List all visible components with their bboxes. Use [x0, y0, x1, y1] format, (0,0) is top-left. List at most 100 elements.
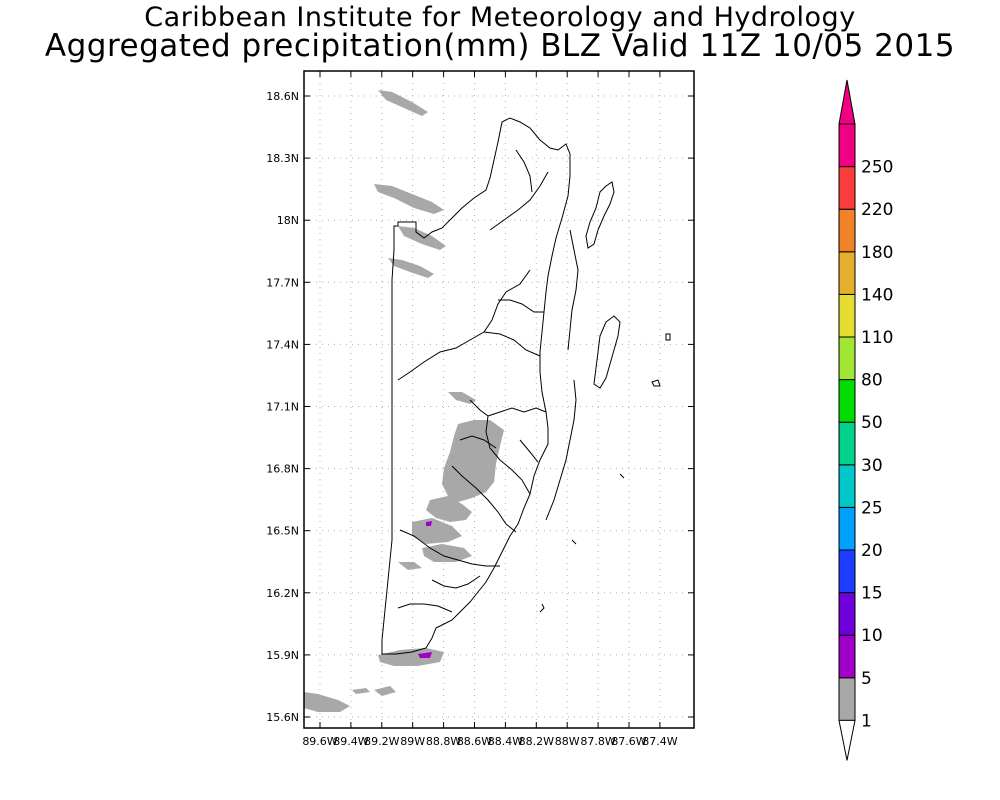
- precip-area: [378, 90, 428, 116]
- latitude-tick-labels: 18.6N 18.3N 18N 17.7N 17.4N 17.1N 16.8N 16.5N 16…: [266, 90, 694, 724]
- precip-area: [352, 688, 370, 694]
- colorbar-segment: [838, 251, 856, 295]
- colorbar-segment: [838, 634, 856, 679]
- colorbar-segment: [838, 464, 856, 508]
- district-line: [487, 407, 547, 417]
- district-line: [431, 575, 481, 589]
- precip-area: [422, 544, 472, 562]
- precip-area-5-10: [426, 521, 432, 526]
- lon-tick-label: 88.8W: [426, 735, 461, 748]
- title-product: Aggregated precipitation(mm) BLZ Valid 1…: [44, 28, 956, 64]
- precip-area: [304, 692, 350, 712]
- caye-chain: [545, 379, 577, 521]
- lon-tick-label: 88.2W: [519, 735, 554, 748]
- map-frame: [303, 70, 695, 729]
- lat-tick-label: 16.5N: [266, 525, 299, 538]
- lat-tick-label: 15.6N: [266, 711, 299, 724]
- belize-border: [381, 117, 571, 655]
- colorbar-label: 10: [861, 626, 883, 646]
- colorbar-segment: [838, 336, 856, 381]
- colorbar-label: 220: [861, 200, 893, 220]
- precip-area: [398, 226, 446, 250]
- precip-area: [398, 562, 422, 570]
- lat-tick-label: 18N: [277, 214, 299, 227]
- lon-tick-label: 88.6W: [457, 735, 492, 748]
- small-caye: [619, 473, 625, 479]
- lon-tick-label: 88W: [555, 735, 580, 748]
- precipitation-areas: [304, 90, 504, 712]
- lat-tick-label: 16.2N: [266, 587, 299, 600]
- colorbar-label: 50: [861, 413, 883, 433]
- precip-area: [426, 496, 472, 522]
- district-line: [498, 299, 544, 313]
- lon-tick-label: 87.6W: [611, 735, 646, 748]
- lat-tick-label: 18.3N: [266, 152, 299, 165]
- small-caye: [539, 603, 545, 613]
- colorbar-segment: [838, 677, 856, 721]
- district-line: [399, 529, 500, 567]
- lon-tick-label: 88.4W: [488, 735, 523, 748]
- small-caye: [571, 539, 577, 545]
- colorbar-label: 15: [861, 584, 883, 604]
- lighthouse-reef: [651, 379, 661, 387]
- ambergris-caye: [585, 181, 615, 249]
- lat-tick-label: 18.6N: [266, 90, 299, 103]
- colorbar-segment: [838, 592, 856, 636]
- colorbar-segment: [838, 166, 856, 210]
- colorbar-label: 20: [861, 541, 883, 561]
- colorbar-label: 250: [861, 158, 893, 178]
- map-panel: [303, 70, 695, 729]
- colorbar-label: 110: [861, 328, 893, 348]
- district-line: [519, 439, 539, 463]
- colorbar-segment: [838, 421, 856, 466]
- district-line: [397, 269, 531, 381]
- district-line: [515, 149, 533, 193]
- colorbar-segment: [838, 506, 856, 551]
- colorbar-segment: [838, 123, 856, 168]
- caye-chain: [567, 229, 579, 351]
- district-line: [459, 435, 497, 449]
- land-outlines: [381, 117, 671, 655]
- colorbar-over-arrow: [838, 79, 856, 125]
- lon-tick-label: 89.4W: [333, 735, 368, 748]
- colorbar-segment: [838, 379, 856, 423]
- precip-area-5-10: [418, 652, 432, 658]
- gridlines: [304, 71, 694, 728]
- colorbar-label: 1: [861, 711, 872, 731]
- colorbar-label: 30: [861, 456, 883, 476]
- colorbar-segment: [838, 549, 856, 594]
- colorbar-label: 140: [861, 285, 893, 305]
- precip-area: [388, 258, 434, 278]
- precip-area: [448, 392, 476, 404]
- lat-tick-label: 17.4N: [266, 338, 299, 351]
- colorbar-label: 5: [861, 669, 872, 689]
- lat-tick-label: 16.8N: [266, 463, 299, 476]
- lon-tick-label: 89.6W: [302, 735, 337, 748]
- lon-tick-label: 87.4W: [642, 735, 677, 748]
- district-line: [489, 171, 549, 231]
- district-line: [397, 603, 453, 613]
- colorbar-segment: [838, 293, 856, 338]
- district-line: [483, 331, 541, 357]
- glovers-reef: [665, 333, 671, 341]
- colorbar-label: 180: [861, 243, 893, 263]
- precip-area: [374, 686, 396, 696]
- colorbar-label: 80: [861, 371, 883, 391]
- lon-tick-label: 89.2W: [364, 735, 399, 748]
- precip-area: [378, 648, 444, 666]
- colorbar-label: 25: [861, 498, 883, 518]
- turneffe-atoll: [593, 315, 621, 389]
- colorbar-under-arrow: [838, 719, 856, 761]
- colorbar-segment: [838, 208, 856, 253]
- lat-tick-label: 15.9N: [266, 649, 299, 662]
- lat-tick-label: 17.7N: [266, 276, 299, 289]
- lat-tick-label: 17.1N: [266, 401, 299, 414]
- lon-tick-label: 87.8W: [580, 735, 615, 748]
- title-institute: Caribbean Institute for Meteorology and …: [144, 2, 856, 33]
- precip-area: [374, 184, 444, 214]
- lon-tick-label: 89W: [400, 735, 425, 748]
- district-line: [469, 399, 531, 495]
